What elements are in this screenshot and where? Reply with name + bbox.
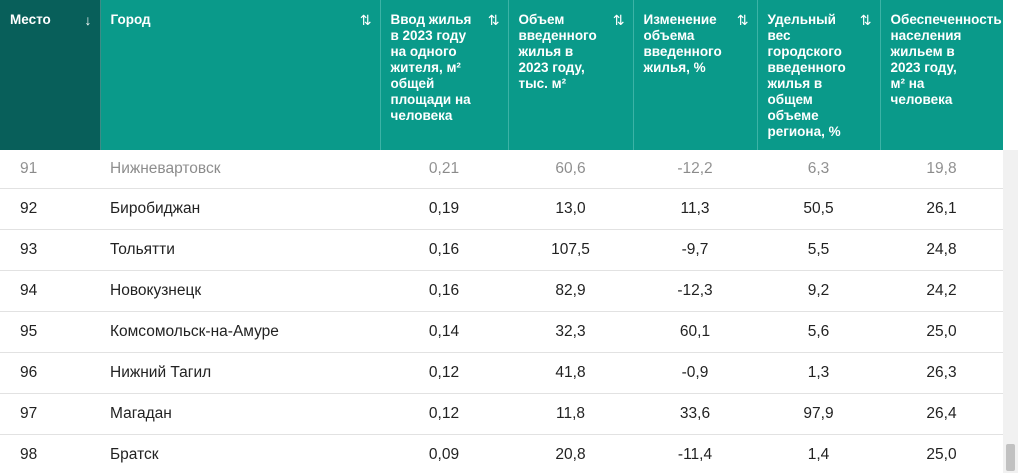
per-capita-cell: 0,19 xyxy=(380,188,508,230)
table-row: 94 Новокузнецк 0,16 82,9 -12,3 9,2 24,2 xyxy=(0,270,1003,312)
city-cell: Братск xyxy=(100,434,380,473)
share-cell: 5,5 xyxy=(757,229,880,271)
share-cell: 97,9 xyxy=(757,393,880,435)
table-row: 96 Нижний Тагил 0,12 41,8 -0,9 1,3 26,3 xyxy=(0,352,1003,394)
column-header-label: Место xyxy=(10,12,51,27)
change-cell: -12,2 xyxy=(633,150,757,189)
rank-cell: 98 xyxy=(0,434,100,473)
table-row: 98 Братск 0,09 20,8 -11,4 1,4 25,0 xyxy=(0,434,1003,473)
column-header-label: Объем введенного жилья в 2023 году, тыс.… xyxy=(518,12,597,91)
volume-cell: 32,3 xyxy=(508,311,633,353)
per-capita-cell: 0,09 xyxy=(380,434,508,473)
column-header-label: Город xyxy=(110,12,151,27)
table-row: 95 Комсомольск-на-Амуре 0,14 32,3 60,1 5… xyxy=(0,311,1003,353)
provision-cell: 26,1 xyxy=(880,188,1003,230)
share-cell: 5,6 xyxy=(757,311,880,353)
city-cell: Нижний Тагил xyxy=(100,352,380,394)
city-cell: Биробиджан xyxy=(100,188,380,230)
volume-cell: 20,8 xyxy=(508,434,633,473)
column-header-rank[interactable]: Место ↓ xyxy=(0,0,101,150)
per-capita-cell: 0,21 xyxy=(380,150,508,189)
sort-toggle-icon[interactable]: ⇅ xyxy=(736,12,749,28)
sort-descending-icon[interactable]: ↓ xyxy=(84,12,92,28)
provision-cell: 24,2 xyxy=(880,270,1003,312)
sort-toggle-icon[interactable]: ⇅ xyxy=(612,12,625,28)
provision-cell: 26,3 xyxy=(880,352,1003,394)
header-row: Место ↓ Город ⇅ Ввод жилья в 2023 году на … xyxy=(0,0,1003,150)
per-capita-cell: 0,14 xyxy=(380,311,508,353)
rank-cell: 97 xyxy=(0,393,100,435)
column-header-label: Удельный вес городского введенного жилья… xyxy=(767,12,846,139)
sort-toggle-icon[interactable]: ⇅ xyxy=(859,12,872,28)
column-header-share[interactable]: Удельный вес городского введенного жилья… xyxy=(757,0,881,150)
rank-cell: 93 xyxy=(0,229,100,271)
provision-cell: 24,8 xyxy=(880,229,1003,271)
table-row: 92 Биробиджан 0,19 13,0 11,3 50,5 26,1 xyxy=(0,188,1003,230)
change-cell: -0,9 xyxy=(633,352,757,394)
column-header-label: Ввод жилья в 2023 году на одного жителя,… xyxy=(390,12,472,123)
rank-cell: 94 xyxy=(0,270,100,312)
sort-toggle-icon[interactable]: ⇅ xyxy=(487,12,500,28)
table-row: 97 Магадан 0,12 11,8 33,6 97,9 26,4 xyxy=(0,393,1003,435)
volume-cell: 60,6 xyxy=(508,150,633,189)
change-cell: 11,3 xyxy=(633,188,757,230)
table-row: 93 Тольятти 0,16 107,5 -9,7 5,5 24,8 xyxy=(0,229,1003,271)
vertical-scrollbar[interactable] xyxy=(1003,150,1018,473)
column-header-city[interactable]: Город ⇅ xyxy=(100,0,381,150)
column-header-per-capita[interactable]: Ввод жилья в 2023 году на одного жителя,… xyxy=(380,0,509,150)
share-cell: 9,2 xyxy=(757,270,880,312)
provision-cell: 25,0 xyxy=(880,434,1003,473)
per-capita-cell: 0,16 xyxy=(380,270,508,312)
city-cell: Комсомольск-на-Амуре xyxy=(100,311,380,353)
share-cell: 1,4 xyxy=(757,434,880,473)
change-cell: 33,6 xyxy=(633,393,757,435)
table-row: 91 Нижневартовск 0,21 60,6 -12,2 6,3 19,… xyxy=(0,150,1003,189)
rank-cell: 95 xyxy=(0,311,100,353)
change-cell: -11,4 xyxy=(633,434,757,473)
scrollbar-thumb[interactable] xyxy=(1006,444,1015,471)
share-cell: 1,3 xyxy=(757,352,880,394)
sort-toggle-icon[interactable]: ⇅ xyxy=(359,12,372,28)
change-cell: -12,3 xyxy=(633,270,757,312)
column-header-label: Изменение объема введенного жилья, % xyxy=(643,12,722,75)
share-cell: 50,5 xyxy=(757,188,880,230)
change-cell: 60,1 xyxy=(633,311,757,353)
volume-cell: 107,5 xyxy=(508,229,633,271)
rank-cell: 92 xyxy=(0,188,100,230)
change-cell: -9,7 xyxy=(633,229,757,271)
volume-cell: 82,9 xyxy=(508,270,633,312)
provision-cell: 19,8 xyxy=(880,150,1003,189)
provision-cell: 25,0 xyxy=(880,311,1003,353)
volume-cell: 41,8 xyxy=(508,352,633,394)
city-cell: Тольятти xyxy=(100,229,380,271)
city-cell: Нижневартовск xyxy=(100,150,380,189)
provision-cell: 26,4 xyxy=(880,393,1003,435)
volume-cell: 13,0 xyxy=(508,188,633,230)
per-capita-cell: 0,12 xyxy=(380,393,508,435)
rank-cell: 96 xyxy=(0,352,100,394)
column-header-volume[interactable]: Объем введенного жилья в 2023 году, тыс.… xyxy=(508,0,634,150)
share-cell: 6,3 xyxy=(757,150,880,189)
per-capita-cell: 0,16 xyxy=(380,229,508,271)
table-body: 91 Нижневартовск 0,21 60,6 -12,2 6,3 19,… xyxy=(0,150,1003,473)
rank-cell: 91 xyxy=(0,150,100,189)
column-header-label: Обеспеченность населения жильем в 2023 г… xyxy=(890,12,1002,107)
city-cell: Магадан xyxy=(100,393,380,435)
column-header-provision[interactable]: Обеспеченность населения жильем в 2023 г… xyxy=(880,0,1003,150)
city-cell: Новокузнецк xyxy=(100,270,380,312)
column-header-change[interactable]: Изменение объема введенного жилья, % ⇅ xyxy=(633,0,758,150)
volume-cell: 11,8 xyxy=(508,393,633,435)
per-capita-cell: 0,12 xyxy=(380,352,508,394)
